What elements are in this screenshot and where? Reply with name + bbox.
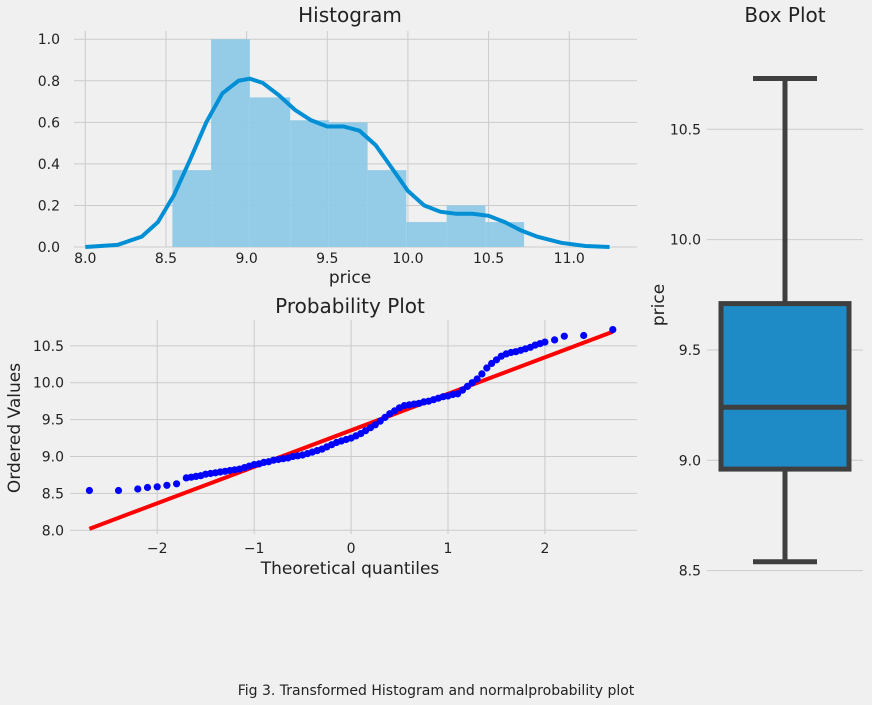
probability-y-tick: 8.0 xyxy=(42,523,64,539)
probability-fit-line xyxy=(88,329,614,531)
probability-point xyxy=(85,486,93,495)
histogram-x-tick: 11.0 xyxy=(554,251,585,267)
probability-point xyxy=(541,338,549,346)
box-y-tick: 8.5 xyxy=(679,564,701,580)
histogram-x-label: price xyxy=(329,268,371,288)
box-y-ticks: 8.5 9.0 9.5 10.0 10.5 xyxy=(670,122,701,579)
box-plot-panel: 8.5 9.0 9.5 10.0 10.5 Box Plot price xyxy=(649,3,863,580)
histogram-x-tick: 9.5 xyxy=(316,251,338,267)
probability-point xyxy=(114,486,123,495)
probability-points xyxy=(85,326,617,495)
probability-point xyxy=(478,370,486,378)
probability-y-tick: 9.5 xyxy=(42,413,64,429)
box-y-tick: 9.5 xyxy=(679,343,701,359)
probability-y-tick: 10.5 xyxy=(33,339,64,355)
box-y-label: price xyxy=(649,284,669,326)
histogram-bar xyxy=(485,222,525,247)
probability-y-label: Ordered Values xyxy=(5,363,25,493)
histogram-kde-line xyxy=(85,76,610,249)
box-plot-marks xyxy=(718,76,852,565)
box-iqr-rect xyxy=(718,301,852,472)
probability-plot-panel: −2 −1 0 1 2 8.0 8.5 9.0 9.5 10.0 10.5 Probability… xyxy=(5,294,637,579)
probability-point xyxy=(458,386,467,394)
box-title: Box Plot xyxy=(744,3,825,27)
probability-y-tick: 9.0 xyxy=(42,450,64,466)
probability-y-ticks: 8.0 8.5 9.0 9.5 10.0 10.5 xyxy=(33,339,64,539)
probability-point xyxy=(134,485,142,493)
probability-point xyxy=(163,481,171,489)
probability-point xyxy=(473,375,481,383)
histogram-y-ticks: 0.0 0.2 0.4 0.6 0.8 1.0 xyxy=(38,32,60,256)
probability-y-tick: 10.0 xyxy=(33,376,64,392)
histogram-y-tick: 0.4 xyxy=(38,157,60,173)
histogram-panel: 8.0 8.5 9.0 9.5 10.0 10.5 11.0 0.0 0.2 0.4 0.6 0.8… xyxy=(38,3,637,288)
histogram-x-tick: 8.0 xyxy=(74,251,96,267)
probability-point xyxy=(173,480,181,488)
histogram-y-tick: 0.2 xyxy=(38,198,60,214)
probability-x-tick: 1 xyxy=(444,541,453,557)
histogram-x-tick: 10.5 xyxy=(473,251,504,267)
probability-x-tick: −2 xyxy=(147,541,168,557)
histogram-bars xyxy=(172,39,525,248)
probability-point xyxy=(153,483,161,491)
histogram-bar xyxy=(211,39,250,248)
histogram-y-tick: 0.6 xyxy=(38,115,60,131)
probability-x-tick: −1 xyxy=(244,541,265,557)
histogram-title: Histogram xyxy=(298,3,402,27)
histogram-bar xyxy=(290,120,329,247)
box-y-tick: 9.0 xyxy=(679,453,701,469)
box-y-tick: 10.0 xyxy=(670,233,701,249)
figure-caption: Fig 3. Transformed Histogram and normalp… xyxy=(238,683,635,699)
probability-point xyxy=(371,421,379,429)
histogram-x-tick: 10.0 xyxy=(392,251,423,267)
probability-title: Probability Plot xyxy=(275,294,425,318)
histogram-bar xyxy=(249,97,291,247)
histogram-y-tick: 0.0 xyxy=(38,240,60,256)
histogram-bar xyxy=(328,122,368,247)
probability-point xyxy=(483,364,491,372)
probability-point xyxy=(468,379,476,387)
probability-point xyxy=(560,332,568,340)
histogram-x-tick: 8.5 xyxy=(155,251,177,267)
probability-point xyxy=(143,483,152,492)
probability-point xyxy=(609,326,617,334)
probability-point xyxy=(551,336,559,344)
probability-point xyxy=(580,331,588,340)
probability-x-ticks: −2 −1 0 1 2 xyxy=(147,541,549,557)
probability-grid xyxy=(70,320,637,534)
probability-x-tick: 2 xyxy=(540,541,549,557)
histogram-y-tick: 0.8 xyxy=(38,74,60,90)
histogram-x-tick: 9.0 xyxy=(235,251,257,267)
probability-y-tick: 8.5 xyxy=(42,486,64,502)
histogram-bar xyxy=(406,222,447,247)
histogram-y-tick: 1.0 xyxy=(38,32,60,48)
box-y-tick: 10.5 xyxy=(670,122,701,138)
probability-x-label: Theoretical quantiles xyxy=(260,559,440,579)
probability-x-tick: 0 xyxy=(347,541,356,557)
probability-point xyxy=(488,359,496,368)
histogram-x-ticks: 8.0 8.5 9.0 9.5 10.0 10.5 11.0 xyxy=(74,251,585,267)
